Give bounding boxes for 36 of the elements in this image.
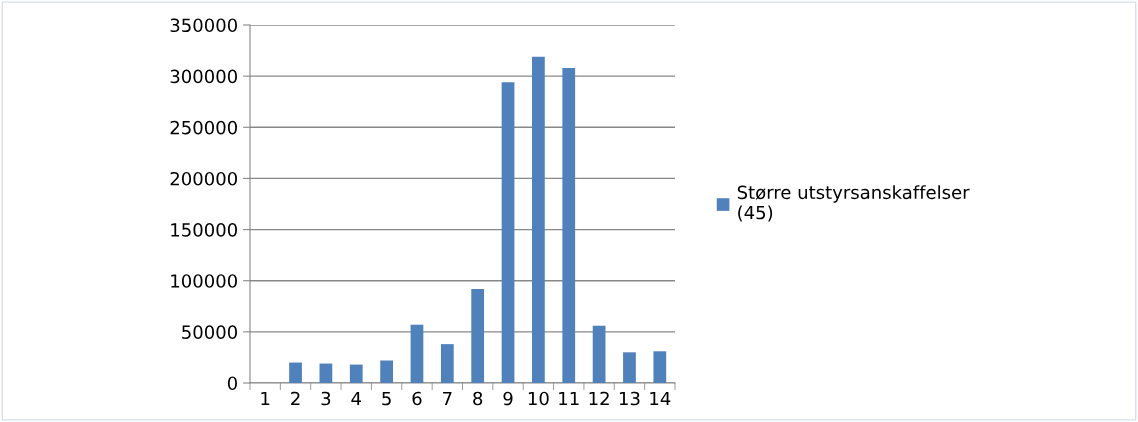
y-tick-label: 0 bbox=[227, 376, 237, 391]
x-tick-label: 13 bbox=[619, 391, 640, 406]
x-tick-label: 2 bbox=[291, 391, 300, 406]
bar bbox=[653, 351, 667, 383]
bar bbox=[532, 56, 545, 383]
x-tick-label: 14 bbox=[650, 391, 671, 406]
legend-label: Større utstyrsanskaffelser (45) bbox=[737, 185, 970, 222]
bar bbox=[410, 324, 424, 383]
x-tick-label: 5 bbox=[382, 391, 391, 406]
x-tick-label: 8 bbox=[473, 391, 483, 406]
bar bbox=[623, 352, 636, 383]
x-tick-label: 11 bbox=[559, 391, 579, 406]
bar bbox=[471, 288, 485, 383]
x-tick-label: 6 bbox=[412, 391, 422, 406]
x-tick-label: 4 bbox=[351, 391, 361, 406]
bar bbox=[319, 363, 333, 383]
x-tick-label: 7 bbox=[443, 391, 452, 406]
y-tick-label: 350000 bbox=[170, 18, 237, 33]
bar bbox=[501, 82, 515, 383]
bar bbox=[440, 344, 454, 383]
bar bbox=[562, 67, 576, 383]
y-tick-label: 300000 bbox=[170, 69, 237, 84]
bar bbox=[380, 360, 393, 383]
x-tick-label: 10 bbox=[528, 391, 549, 406]
x-tick-label: 12 bbox=[589, 391, 609, 406]
x-tick-label: 9 bbox=[503, 391, 513, 406]
x-tick-label: 1 bbox=[261, 391, 270, 406]
y-tick-label: 150000 bbox=[171, 223, 237, 237]
x-tick-label: 3 bbox=[321, 391, 331, 406]
bar bbox=[592, 325, 606, 383]
bar bbox=[349, 364, 363, 383]
y-tick-label: 200000 bbox=[170, 171, 237, 186]
y-tick-label: 50000 bbox=[182, 325, 237, 339]
y-tick-label: 100000 bbox=[171, 274, 237, 288]
y-tick-label: 250000 bbox=[170, 120, 237, 135]
bar bbox=[289, 362, 302, 383]
